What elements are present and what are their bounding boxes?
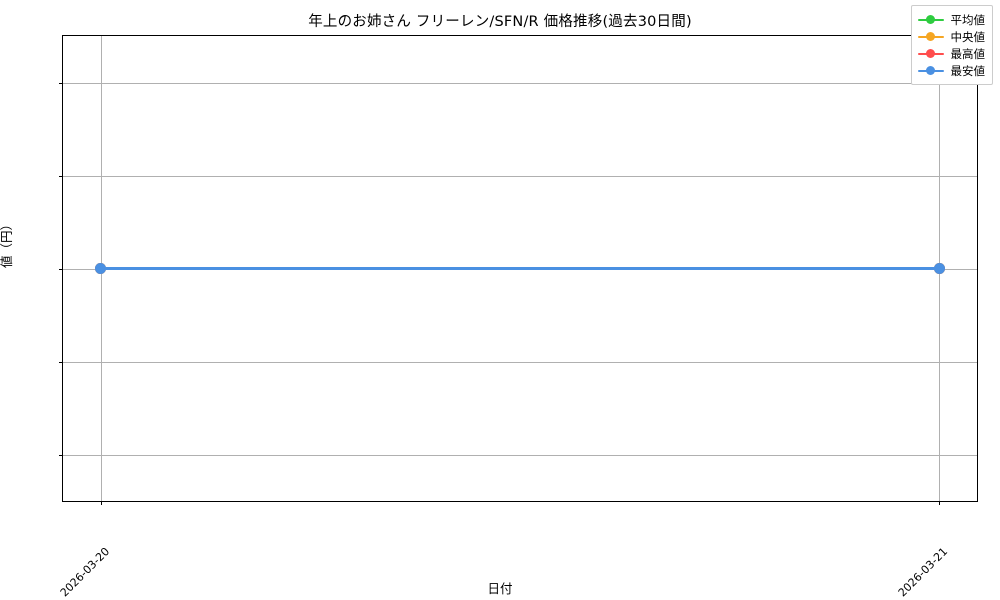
series-line	[100, 267, 940, 270]
legend-label: 最高値	[950, 46, 986, 61]
x-axis-label: 日付	[487, 581, 513, 596]
legend-item-2[interactable]: 中央値	[917, 28, 986, 45]
chart-legend[interactable]: 平均値中央値最高値最安値	[910, 5, 993, 85]
legend-swatch-icon	[917, 14, 944, 26]
legend-label: 中央値	[950, 29, 986, 44]
legend-label: 最安値	[950, 63, 986, 78]
y-tick-mark	[59, 268, 63, 270]
y-gridline	[63, 82, 977, 84]
legend-item-1[interactable]: 平均値	[917, 11, 986, 28]
legend-item-3[interactable]: 最高値	[917, 45, 986, 62]
legend-item-4[interactable]: 最安値	[917, 62, 986, 79]
series-marker	[95, 263, 107, 274]
y-axis-label: 値（円）	[0, 217, 14, 268]
legend-swatch-icon	[917, 65, 944, 77]
y-gridline	[63, 175, 977, 177]
y-gridline	[63, 454, 977, 456]
y-tick-mark	[59, 361, 63, 363]
chart-title: 年上のお姉さん フリーレン/SFN/R 価格推移(過去30日間)	[308, 14, 692, 30]
legend-swatch-icon	[917, 48, 944, 60]
legend-label: 平均値	[950, 12, 986, 27]
series-marker	[933, 263, 945, 274]
y-gridline	[63, 361, 977, 363]
y-tick-mark	[59, 454, 63, 456]
y-tick-mark	[59, 175, 63, 177]
x-tick-mark	[100, 501, 102, 505]
y-tick-mark	[59, 82, 63, 84]
x-tick-mark	[939, 501, 941, 505]
legend-swatch-icon	[917, 31, 944, 43]
plot-inner	[63, 36, 977, 501]
